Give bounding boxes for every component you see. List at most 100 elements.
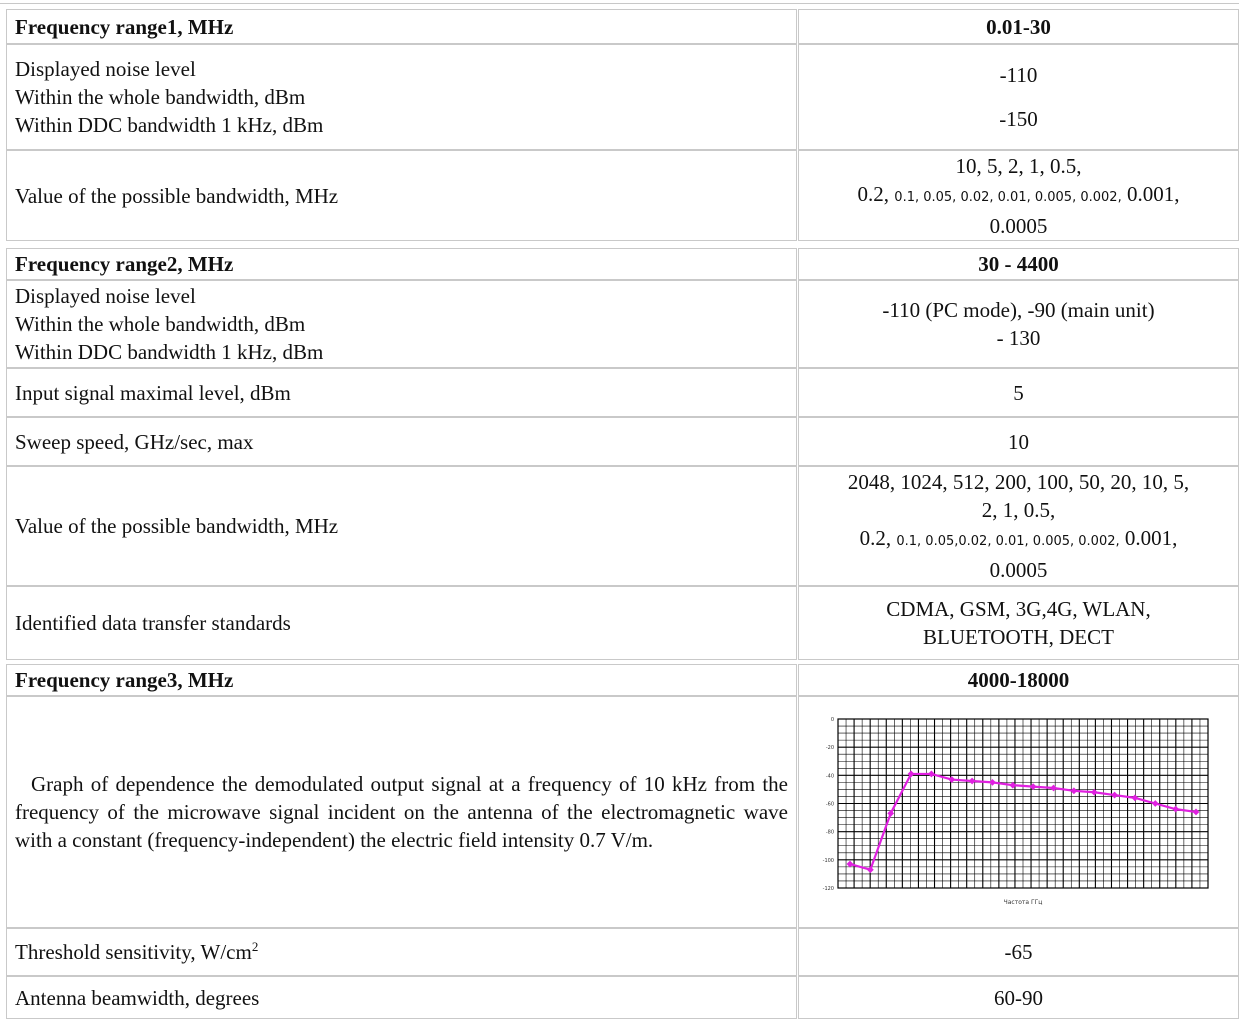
bw2-line4: 0.0005 xyxy=(989,558,1048,582)
threshold-label-cell: Threshold sensitivity, W/cm2 xyxy=(6,928,797,976)
bw2-line2: 2, 1, 0.5, xyxy=(981,498,1056,522)
bw1-line2-b: 0.001, xyxy=(1126,181,1180,206)
table-row-beamwidth: Antenna beamwidth, degrees 60-90 xyxy=(6,976,1239,1019)
range3-label-cell: Frequency range3, MHz xyxy=(6,664,797,696)
chart-data-point xyxy=(968,777,976,785)
input-level-value: 5 xyxy=(1013,380,1024,405)
bw1-value-cell: 10, 5, 2, 1, 0.5, 0.2, 0.1, 0.05, 0.02, … xyxy=(798,150,1239,241)
range2-label-cell: Frequency range2, MHz xyxy=(6,248,797,280)
bw1-line2: 0.2, 0.1, 0.05, 0.02, 0.01, 0.005, 0.002… xyxy=(803,180,1234,212)
noise1-value-ddc: -150 xyxy=(999,107,1038,131)
range1-label-cell: Frequency range1, MHz xyxy=(6,9,797,44)
table-row-bw1: Value of the possible bandwidth, MHz 10,… xyxy=(6,150,1239,241)
noise2-value-whole: -110 (PC mode), -90 (main unit) xyxy=(882,298,1155,322)
noise2-values: -110 (PC mode), -90 (main unit) - 130 xyxy=(803,296,1234,352)
bw2-line1: 2048, 1024, 512, 200, 100, 50, 20, 10, 5… xyxy=(847,470,1190,494)
noise1-label-line3: Within DDC bandwidth 1 kHz, dBm xyxy=(15,113,324,137)
table-row-noise2: Displayed noise level Within the whole b… xyxy=(6,280,1239,368)
noise1-label-line1: Displayed noise level xyxy=(15,57,196,81)
bw2-line3-b: 0.001, xyxy=(1124,526,1178,550)
chart-ytick-label: 0 xyxy=(831,717,834,723)
range1-value: 0.01-30 xyxy=(986,14,1051,39)
table-row-range2: Frequency range2, MHz 30 - 4400 xyxy=(6,248,1239,280)
beamwidth-label-cell: Antenna beamwidth, degrees xyxy=(6,976,797,1019)
graph-description: Graph of dependence the demodulated outp… xyxy=(15,772,788,852)
standards-label: Identified data transfer standards xyxy=(15,611,291,635)
chart-data-point xyxy=(846,860,854,868)
table-row-graph: Graph of dependence the demodulated outp… xyxy=(6,696,1239,928)
graph-description-cell: Graph of dependence the demodulated outp… xyxy=(6,696,797,928)
threshold-value: -65 xyxy=(1004,940,1033,964)
chart-data-point xyxy=(989,778,996,786)
chart-ytick-label: -20 xyxy=(826,745,834,751)
chart-xaxis-label: Частота ГГц xyxy=(1004,899,1043,906)
noise1-values: -110 -150 xyxy=(803,61,1234,133)
table-row-range3: Frequency range3, MHz 4000-18000 xyxy=(6,664,1239,696)
noise2-label-line3: Within DDC bandwidth 1 kHz, dBm xyxy=(15,340,324,364)
bw1-line3: 0.0005 xyxy=(989,213,1048,238)
table-row-input-level: Input signal maximal level, dBm 5 xyxy=(6,368,1239,417)
table-row-threshold: Threshold sensitivity, W/cm2 -65 xyxy=(6,928,1239,976)
bw1-label-cell: Value of the possible bandwidth, MHz xyxy=(6,150,797,241)
bw2-value-cell: 2048, 1024, 512, 200, 100, 50, 20, 10, 5… xyxy=(798,466,1239,586)
beamwidth-label: Antenna beamwidth, degrees xyxy=(15,985,260,1010)
chart-data-point xyxy=(1131,794,1139,802)
chart-data-point xyxy=(887,809,895,817)
range3-label: Frequency range3, MHz xyxy=(15,668,234,692)
chart-ytick-label: -60 xyxy=(826,802,834,808)
bw2-label-cell: Value of the possible bandwidth, MHz xyxy=(6,466,797,586)
chart-data-point xyxy=(1050,784,1057,792)
noise1-label-line2: Within the whole bandwidth, dBm xyxy=(15,85,306,109)
top-rule xyxy=(0,3,1239,4)
sweep-value: 10 xyxy=(1008,429,1029,454)
bw1-line2-small: 0.1, 0.05, 0.02, 0.01, 0.005, 0.002, xyxy=(894,189,1122,205)
standards-line1: CDMA, GSM, 3G,4G, WLAN, xyxy=(886,597,1151,621)
chart-ytick-label: -80 xyxy=(826,830,834,836)
input-level-label: Input signal maximal level, dBm xyxy=(15,380,291,405)
range2-label: Frequency range2, MHz xyxy=(15,252,234,276)
sweep-label: Sweep speed, GHz/sec, max xyxy=(15,429,254,454)
input-level-value-cell: 5 xyxy=(798,368,1239,417)
table-row-sweep: Sweep speed, GHz/sec, max 10 xyxy=(6,417,1239,466)
chart-svg: 0 -20 -40 -60 -80 -100 -120 Частота ГГц xyxy=(823,717,1209,906)
chart-data-point xyxy=(1192,808,1200,816)
noise2-label-cell: Displayed noise level Within the whole b… xyxy=(6,280,797,368)
noise1-label: Displayed noise level Within the whole b… xyxy=(15,55,788,139)
chart-data-point xyxy=(1009,781,1017,789)
bw1-label: Value of the possible bandwidth, MHz xyxy=(15,183,339,208)
chart-ytick-label: -40 xyxy=(826,773,834,779)
standards-value-cell: CDMA, GSM, 3G,4G, WLAN, BLUETOOTH, DECT xyxy=(798,586,1239,660)
bw2-line3: 0.2, 0.1, 0.05,0.02, 0.01, 0.005, 0.002,… xyxy=(803,524,1234,556)
table-row-standards: Identified data transfer standards CDMA,… xyxy=(6,586,1239,660)
table-row-bw2: Value of the possible bandwidth, MHz 204… xyxy=(6,466,1239,586)
bw1-line1: 10, 5, 2, 1, 0.5, xyxy=(955,153,1082,178)
noise1-value-whole: -110 xyxy=(999,63,1038,87)
chart-data-point xyxy=(948,776,956,783)
sweep-value-cell: 10 xyxy=(798,417,1239,466)
noise1-value-cell: -110 -150 xyxy=(798,44,1239,150)
range3-value: 4000-18000 xyxy=(967,668,1070,692)
sweep-label-cell: Sweep speed, GHz/sec, max xyxy=(6,417,797,466)
demodulated-signal-chart: 0 -20 -40 -60 -80 -100 -120 Частота ГГц xyxy=(808,713,1220,909)
noise2-label-line1: Displayed noise level xyxy=(15,284,196,308)
bw1-values: 10, 5, 2, 1, 0.5, 0.2, 0.1, 0.05, 0.02, … xyxy=(803,152,1234,240)
threshold-label-sup: 2 xyxy=(251,939,259,954)
range1-label: Frequency range1, MHz xyxy=(15,14,234,39)
noise2-label-line2: Within the whole bandwidth, dBm xyxy=(15,312,306,336)
range2-value-cell: 30 - 4400 xyxy=(798,248,1239,280)
noise1-label-cell: Displayed noise level Within the whole b… xyxy=(6,44,797,150)
range3-value-cell: 4000-18000 xyxy=(798,664,1239,696)
chart-data-point xyxy=(1090,788,1098,796)
table-row-noise1: Displayed noise level Within the whole b… xyxy=(6,44,1239,150)
noise2-label: Displayed noise level Within the whole b… xyxy=(15,282,788,366)
bw2-label: Value of the possible bandwidth, MHz xyxy=(15,514,339,538)
standards-line2: BLUETOOTH, DECT xyxy=(923,625,1114,649)
bw2-line3-small: 0.1, 0.05,0.02, 0.01, 0.005, 0.002, xyxy=(896,534,1120,549)
bw2-line3-a: 0.2, xyxy=(859,526,892,550)
chart-data-point xyxy=(907,770,915,778)
chart-series-line xyxy=(849,772,1197,872)
threshold-value-cell: -65 xyxy=(798,928,1239,976)
standards-label-cell: Identified data transfer standards xyxy=(6,586,797,660)
noise2-value-ddc: - 130 xyxy=(996,326,1041,350)
